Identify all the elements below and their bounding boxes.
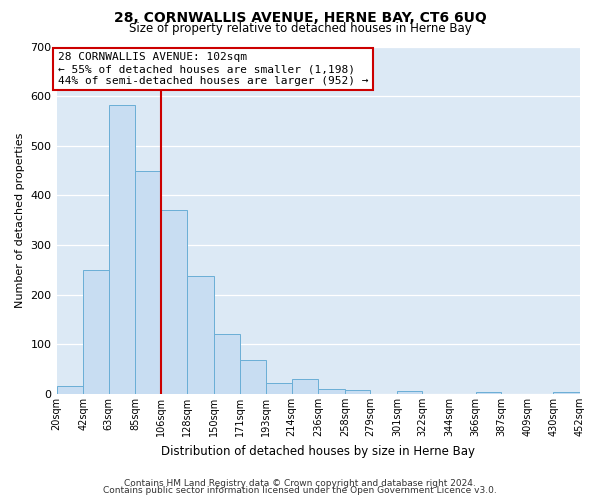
Y-axis label: Number of detached properties: Number of detached properties: [15, 132, 25, 308]
Bar: [239, 360, 266, 394]
Bar: [83, 270, 109, 394]
Bar: [136, 171, 161, 394]
Bar: [292, 379, 318, 394]
Bar: [266, 382, 292, 394]
Bar: [161, 210, 187, 394]
Text: 28, CORNWALLIS AVENUE, HERNE BAY, CT6 6UQ: 28, CORNWALLIS AVENUE, HERNE BAY, CT6 6U…: [113, 11, 487, 25]
Bar: [397, 390, 422, 394]
X-axis label: Distribution of detached houses by size in Herne Bay: Distribution of detached houses by size …: [161, 444, 475, 458]
Text: Contains public sector information licensed under the Open Government Licence v3: Contains public sector information licen…: [103, 486, 497, 495]
Text: 28 CORNWALLIS AVENUE: 102sqm
← 55% of detached houses are smaller (1,198)
44% of: 28 CORNWALLIS AVENUE: 102sqm ← 55% of de…: [58, 52, 368, 86]
Bar: [56, 386, 83, 394]
Bar: [553, 392, 580, 394]
Text: Size of property relative to detached houses in Herne Bay: Size of property relative to detached ho…: [128, 22, 472, 35]
Bar: [345, 390, 370, 394]
Bar: [214, 334, 239, 394]
Bar: [109, 104, 136, 394]
Text: Contains HM Land Registry data © Crown copyright and database right 2024.: Contains HM Land Registry data © Crown c…: [124, 478, 476, 488]
Bar: [476, 392, 501, 394]
Bar: [318, 388, 345, 394]
Bar: [187, 276, 214, 394]
